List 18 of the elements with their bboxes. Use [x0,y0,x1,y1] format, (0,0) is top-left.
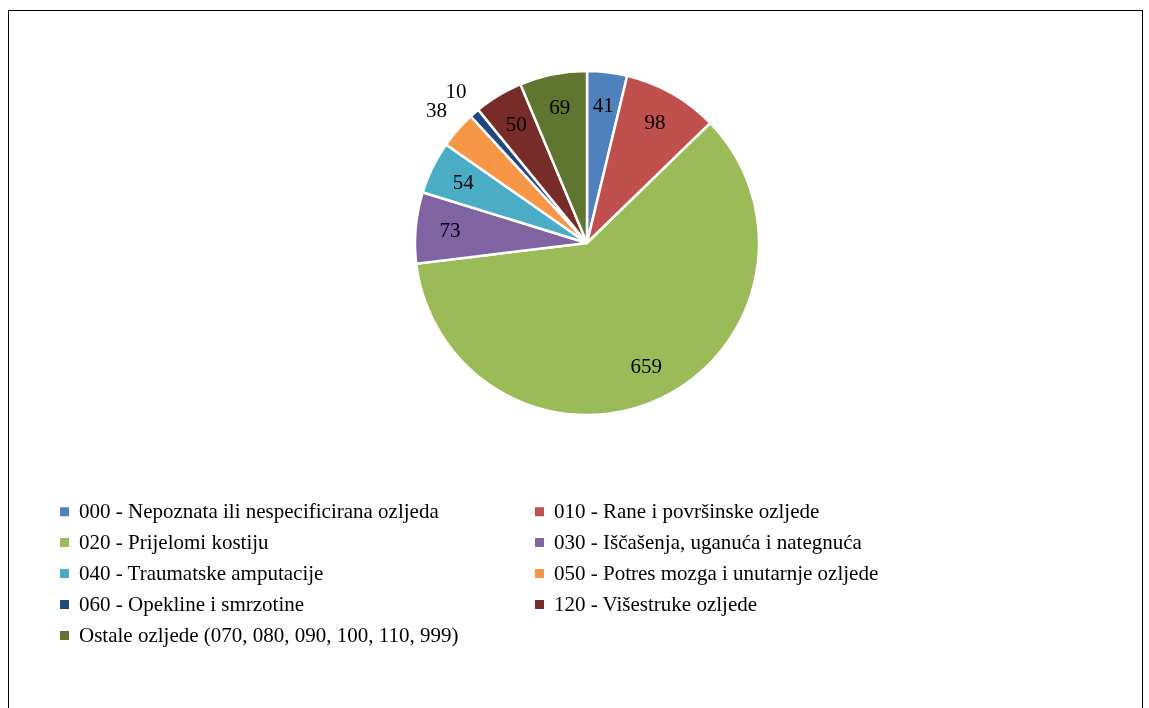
data-label: 54 [452,169,475,194]
data-label: 659 [630,354,663,379]
legend-label: 000 - Nepoznata ili nespecificirana ozljeda [79,498,440,523]
data-label: 38 [426,98,448,123]
legend-label: 040 - Traumatske amputacije [79,560,324,585]
legend-label: 050 - Potres mozga i unutarnje ozljede [554,560,879,585]
legend-label: 120 - Višestruke ozljede [554,591,758,616]
data-label: 10 [445,78,467,103]
data-label: 69 [549,95,571,120]
legend-label: 020 - Prijelomi kostiju [79,529,270,554]
legend-label: 030 - Iščašenja, uganuća i nategnuća [554,529,863,554]
data-label: 41 [592,93,614,118]
data-label: 50 [505,112,527,137]
legend-label: Ostale ozljede (070, 080, 090, 100, 110, 999) [79,622,459,647]
data-label: 73 [439,217,461,242]
legend-label: 060 - Opekline i smrzotine [79,591,305,616]
data-label: 98 [644,110,666,135]
legend-label: 010 - Rane i površinske ozljede [554,498,820,523]
